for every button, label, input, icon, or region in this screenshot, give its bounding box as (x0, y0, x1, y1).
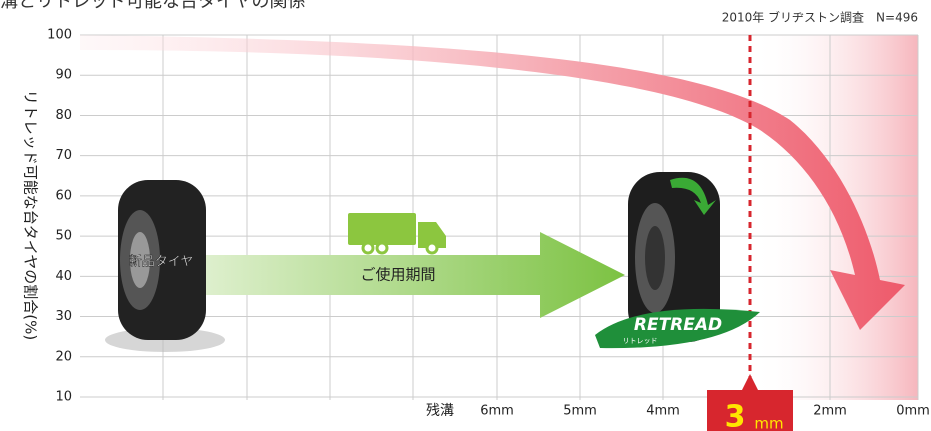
highlight-number: 3 (725, 400, 746, 431)
period-arrow (200, 232, 625, 318)
y-tick-label: 50 (55, 229, 72, 244)
highlight-box (707, 374, 793, 431)
new-tire-label: 新品タイヤ (129, 254, 194, 270)
retread-label: RETREAD (634, 315, 722, 335)
x-tick-label: 0mm (896, 404, 930, 419)
x-tick-label: 2mm (813, 404, 847, 419)
y-tick-label: 10 (55, 390, 72, 405)
y-tick-label: 20 (55, 349, 72, 364)
y-tick-label: 100 (47, 28, 72, 43)
retread-logo (595, 308, 760, 349)
retread-kana: リトレッド (623, 337, 658, 345)
truck-icon (348, 213, 446, 255)
y-tick-label: 60 (55, 188, 72, 203)
x-tick-label: 6mm (480, 404, 514, 419)
y-tick-label: 30 (55, 309, 72, 324)
x-tick-label: 5mm (563, 404, 597, 419)
x-tick-label: 4mm (646, 404, 680, 419)
y-tick-label: 90 (55, 68, 72, 83)
y-tick-label: 40 (55, 269, 72, 284)
new-tire (118, 180, 206, 340)
y-tick-label: 80 (55, 108, 72, 123)
title: 溝とリトレッド可能な台タイヤの関係 (0, 0, 305, 12)
y-tick-label: 70 (55, 148, 72, 163)
highlight-unit: mm (754, 415, 783, 431)
period-label: ご使用期間 (360, 266, 435, 284)
retread-tire (628, 172, 720, 342)
y-axis-label: リトレッド可能な台タイヤの割合(%) (22, 90, 40, 341)
note: 2010年 ブリヂストン調査 N=496 (722, 10, 918, 25)
grid (80, 34, 918, 398)
x-prefix: 残溝 (426, 403, 454, 419)
